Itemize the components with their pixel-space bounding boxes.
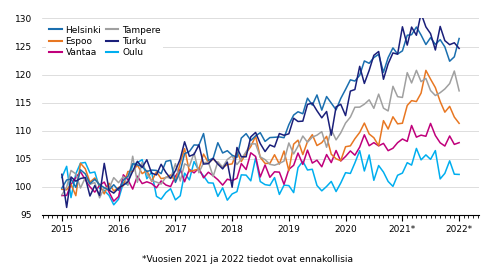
Line: Vantaa: Vantaa (62, 123, 459, 201)
Line: Oulu: Oulu (62, 148, 459, 205)
Line: Turku: Turku (62, 14, 459, 207)
Line: Helsinki: Helsinki (62, 27, 459, 191)
Legend: Helsinki, Espoo, Vantaa, Tampere, Turku, Oulu: Helsinki, Espoo, Vantaa, Tampere, Turku,… (46, 23, 164, 60)
Text: *Vuosien 2021 ja 2022 tiedot ovat ennakollisia: *Vuosien 2021 ja 2022 tiedot ovat ennako… (141, 255, 353, 264)
Line: Tampere: Tampere (62, 70, 459, 198)
Line: Espoo: Espoo (62, 70, 459, 196)
